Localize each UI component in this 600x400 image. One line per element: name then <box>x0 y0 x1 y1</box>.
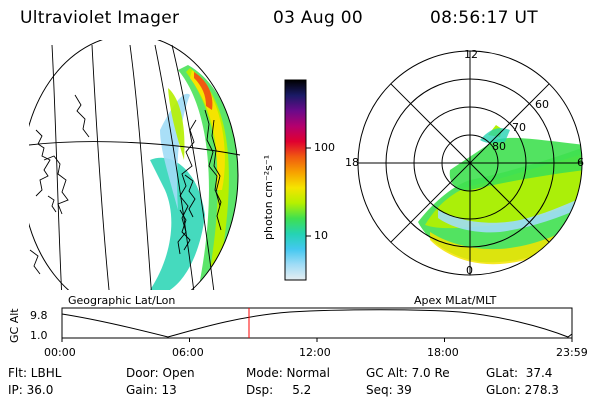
colorbar-unit: photon cm⁻²s⁻¹ <box>262 154 275 240</box>
mlt-label-0: 0 <box>466 264 473 277</box>
polar-aurora-noon <box>480 128 510 143</box>
mlt-label-18: 18 <box>345 156 359 169</box>
aurora-diffuse-1 <box>150 157 205 290</box>
coastlines <box>29 94 222 275</box>
glat-value: GLat: 37.4 <box>486 366 553 380</box>
timeline-ymax: 9.8 <box>30 309 48 322</box>
timeline-ymin: 1.0 <box>30 329 48 342</box>
polar-aurora-gap <box>438 196 582 233</box>
aurora-inner-band <box>168 88 185 160</box>
dsp-value: Dsp: 5.2 <box>246 383 312 397</box>
timeline-tick-1800: 18:00 <box>427 346 459 359</box>
timeline-frame <box>61 307 573 339</box>
timeline-tick-1200: 12:00 <box>299 346 331 359</box>
time-label: 08:56:17 UT <box>430 8 538 28</box>
aurora-diffuse-2 <box>160 93 190 210</box>
mlat-label-80: 80 <box>492 140 506 153</box>
left-map-caption: Geographic Lat/Lon <box>68 294 176 307</box>
aurora-peak <box>194 72 213 110</box>
glon-value: GLon: 278.3 <box>486 383 559 397</box>
seq-value: Seq: 39 <box>366 383 412 397</box>
mlt-label-12: 12 <box>464 48 478 61</box>
timeline-ylabel: GC Alt <box>8 308 21 343</box>
gc-alt-value: GC Alt: 7.0 Re <box>366 366 450 380</box>
geographic-map <box>29 40 241 290</box>
colorbar <box>284 79 307 281</box>
date-label: 03 Aug 00 <box>273 8 363 28</box>
mlat-label-60: 60 <box>535 98 549 111</box>
timeline-tick-2359: 23:59 <box>556 346 588 359</box>
door-status: Door: Open <box>126 366 195 380</box>
mlt-label-6: 6 <box>577 156 584 169</box>
mode-value: Mode: Normal <box>246 366 330 380</box>
longitude-grid <box>51 44 215 290</box>
mlat-label-70: 70 <box>512 121 526 134</box>
earth-limb <box>29 40 239 290</box>
right-map-caption: Apex MLat/MLT <box>414 294 497 307</box>
timeline-ticks <box>61 338 573 342</box>
timeline-tick-0000: 00:00 <box>44 346 76 359</box>
timeline-plot <box>61 307 573 342</box>
flt-filter: Flt: LBHL <box>8 366 62 380</box>
latitude-line <box>29 141 241 156</box>
polar-grid <box>357 50 583 276</box>
gain-value: Gain: 13 <box>126 383 177 397</box>
timeline-tick-0600: 06:00 <box>172 346 204 359</box>
altitude-curve <box>61 309 573 338</box>
ip-value: IP: 36.0 <box>8 383 54 397</box>
polar-map <box>357 50 583 276</box>
colorbar-label-10: 10 <box>314 229 328 242</box>
colorbar-label-100: 100 <box>314 141 335 154</box>
app-title: Ultraviolet Imager <box>20 8 180 28</box>
